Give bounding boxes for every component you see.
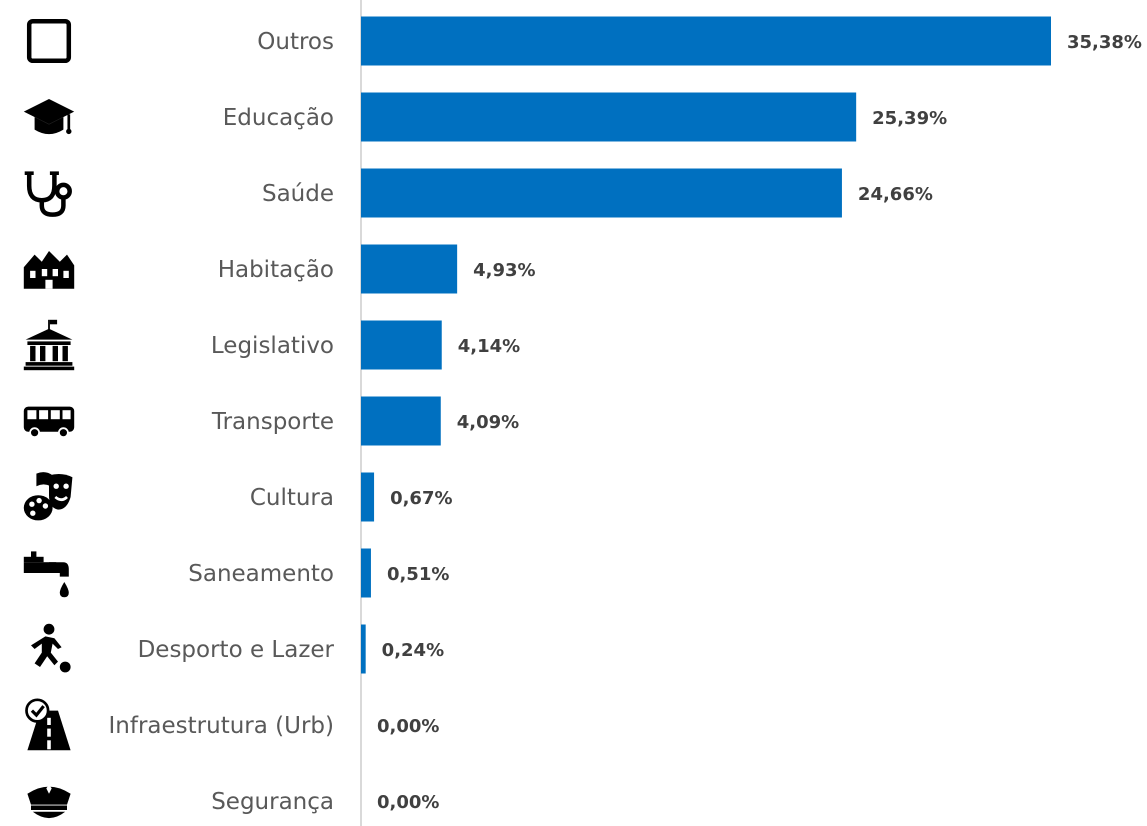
police-cap-icon [27,784,71,819]
soccer-player-icon [31,623,71,673]
category-label: Segurança [211,789,334,815]
bar [361,548,371,598]
data-label: 0,00% [377,792,439,813]
theater-masks-palette-icon [22,470,74,522]
bar [361,92,857,142]
bus-icon [22,405,76,439]
bar [361,16,1051,66]
government-building-icon [23,319,75,371]
data-label: 4,14% [458,336,520,357]
road-check-icon [24,698,73,752]
category-label: Saúde [262,181,334,207]
bar [361,396,441,446]
stethoscope-icon [25,171,70,214]
category-labels: Outros Educação Saúde Habitação Legislativo T… [109,29,335,815]
category-label: Habitação [218,257,334,283]
houses-icon [23,251,75,289]
square-outline-icon [29,21,69,61]
category-label: Outros [257,29,334,55]
category-label: Legislativo [211,333,334,359]
data-label: 4,09% [457,412,519,433]
data-label: 0,67% [390,488,452,509]
bar [361,168,842,218]
icons-layer [22,21,76,819]
bar [361,472,375,522]
bars-layer [361,16,1051,674]
data-label: 4,93% [473,260,535,281]
bar [361,320,442,370]
value-labels: 35,38% 25,39% 24,66% 4,93% 4,14% 4,09% 0,67% 0,… [377,32,1142,813]
bar [361,624,366,674]
graduation-cap-icon [22,97,76,136]
category-label: Infraestrutura (Urb) [109,713,335,739]
data-label: 35,38% [1067,32,1142,53]
water-faucet-icon [23,551,69,598]
category-label: Educação [223,105,334,131]
data-label: 0,51% [387,564,449,585]
data-label: 25,39% [872,108,947,129]
bar [361,244,458,294]
category-label: Cultura [250,485,334,511]
category-label: Desporto e Lazer [138,637,335,663]
data-label: 0,24% [382,640,444,661]
data-label: 24,66% [858,184,933,205]
category-label: Saneamento [188,561,334,587]
category-label: Transporte [211,409,334,435]
data-label: 0,00% [377,716,439,737]
